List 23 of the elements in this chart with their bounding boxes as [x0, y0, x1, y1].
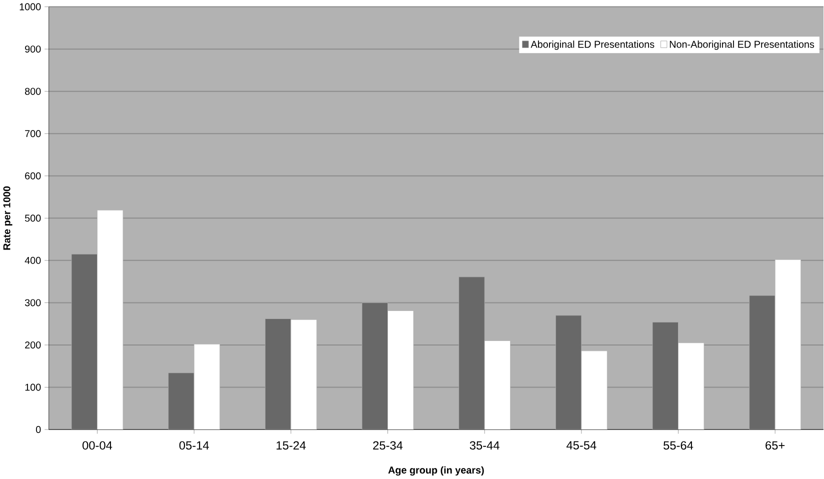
x-tick-label: 15-24 [276, 441, 306, 450]
y-tick-label: 100 [25, 384, 41, 391]
y-tick-label: 600 [25, 172, 41, 180]
y-axis-title: Rate per 1000 [3, 186, 12, 250]
x-tick-label: 55-64 [664, 441, 694, 450]
x-tick-label: 25-34 [373, 441, 403, 450]
legend-label: Aboriginal ED Presentations [530, 40, 654, 50]
legend-label: Non-Aboriginal ED Presentations [670, 40, 814, 50]
y-tick-label: 700 [25, 130, 41, 138]
y-tick-label: 300 [24, 299, 41, 306]
x-axis-title: Age group (in years) [388, 466, 484, 476]
y-tick-label: 0 [36, 426, 41, 434]
y-tick-label: 200 [25, 342, 41, 349]
y-tick-label: 1000 [20, 3, 41, 10]
x-tick-label: 05-14 [179, 441, 209, 450]
y-tick-label: 900 [25, 46, 41, 53]
x-tick-label: 35-44 [470, 441, 500, 450]
x-tick-label: 45-54 [566, 441, 596, 450]
y-tick-label: 400 [24, 256, 41, 264]
y-tick-label: 500 [24, 214, 41, 222]
x-tick-label: 00-04 [82, 441, 112, 450]
y-tick-label: 800 [25, 88, 41, 95]
x-tick-label: 65+ [766, 441, 785, 450]
